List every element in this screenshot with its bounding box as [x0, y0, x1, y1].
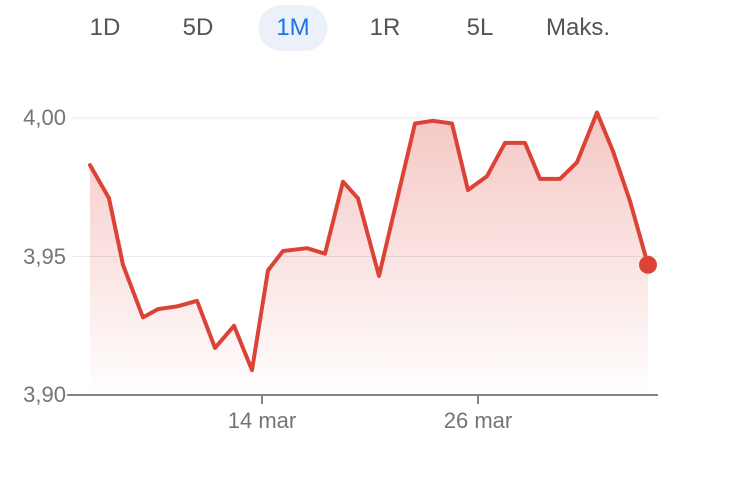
tab-maks[interactable]: Maks. — [528, 5, 628, 51]
tab-1m[interactable]: 1M — [258, 5, 328, 51]
y-axis-label: 4,00 — [23, 105, 66, 130]
y-axis-label: 3,95 — [23, 243, 66, 269]
area-fill — [90, 112, 648, 394]
price-line — [88, 110, 650, 373]
last-price-dot — [639, 255, 657, 274]
x-axis-label: 14 mar — [227, 408, 297, 433]
tab-5l[interactable]: 5L — [449, 5, 512, 51]
time-range-tabs: 1D 5D 1M 1R 5L Maks. — [0, 0, 750, 56]
price-chart-canvas[interactable] — [0, 56, 750, 479]
y-axis-label: 3,90 — [23, 382, 66, 407]
tab-1r[interactable]: 1R — [352, 5, 419, 51]
price-chart[interactable]: 4,00 3,95 3,90 14 mar 26 mar — [0, 56, 750, 479]
tab-5d[interactable]: 5D — [165, 5, 232, 51]
tab-1d[interactable]: 1D — [72, 5, 139, 51]
x-axis-label: 26 mar — [443, 408, 513, 433]
